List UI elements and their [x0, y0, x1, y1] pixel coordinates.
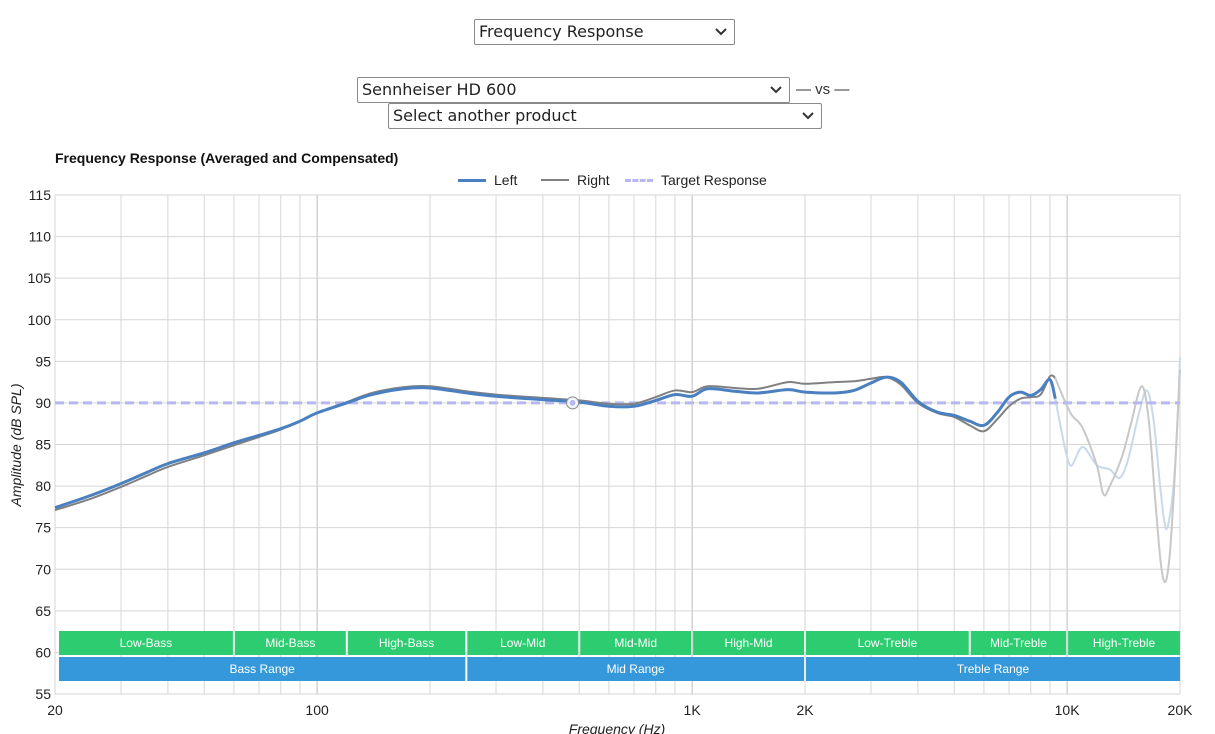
compare-product-select[interactable]: Select another product: [388, 103, 822, 129]
legend-swatch-right: [541, 179, 569, 181]
y-tick-label: 55: [35, 686, 51, 702]
vs-label: — vs —: [796, 81, 850, 98]
legend-item-target[interactable]: Target Response: [625, 172, 767, 188]
y-tick-label: 70: [35, 561, 51, 577]
y-axis-label: Amplitude (dB SPL): [8, 384, 24, 508]
sub-band: [347, 631, 466, 655]
x-tick-label: 20: [47, 702, 63, 718]
chart-lines: [54, 357, 1181, 584]
y-tick-label: 65: [35, 603, 51, 619]
sub-band-label: High-Bass: [379, 636, 434, 650]
product-select[interactable]: Sennheiser HD 600: [357, 77, 790, 103]
x-tick-label: 2K: [796, 702, 814, 718]
sub-band: [59, 631, 233, 655]
sub-band-label: High-Treble: [1093, 636, 1156, 650]
legend-label-right: Right: [577, 172, 610, 188]
range-band-label: Bass Range: [229, 662, 295, 676]
sub-band: [234, 631, 346, 655]
chart-legend: Left Right Target Response: [0, 172, 1215, 190]
chart-grid: [54, 194, 1181, 695]
y-tick-label: 85: [35, 437, 51, 453]
sub-band-label: Low-Treble: [858, 636, 918, 650]
x-tick-label: 100: [305, 702, 329, 718]
chart-axes: 55 60 65 70 75 80 85 90 95 100 105 110 115 20 100 1K 2K 1…: [28, 187, 1193, 718]
range-band-label: Mid Range: [607, 662, 665, 676]
y-tick-label: 100: [28, 312, 52, 328]
sub-band: [1068, 631, 1180, 655]
legend-item-right[interactable]: Right: [541, 172, 610, 188]
range-band: [467, 657, 804, 681]
frequency-bands: Low-Bass Mid-Bass High-Bass Low-Mid Mid-Mid H…: [59, 631, 1180, 681]
x-tick-label: 20K: [1168, 702, 1194, 718]
y-tick-label: 80: [35, 478, 51, 494]
legend-swatch-left: [458, 178, 486, 182]
x-tick-label: 10K: [1055, 702, 1081, 718]
left-channel-line: [54, 375, 1057, 510]
x-tick-label: 1K: [684, 702, 702, 718]
y-tick-label: 60: [35, 644, 51, 660]
sub-band-label: High-Mid: [725, 636, 773, 650]
sub-band-label: Low-Bass: [120, 636, 173, 650]
sub-band-label: Mid-Mid: [614, 636, 657, 650]
sub-band: [580, 631, 692, 655]
sub-band: [970, 631, 1067, 655]
legend-swatch-target: [625, 178, 653, 182]
hover-marker-dot[interactable]: [568, 398, 577, 407]
graph-type-select[interactable]: Frequency Response: [474, 19, 735, 45]
y-tick-label: 75: [35, 520, 51, 536]
range-band-label: Treble Range: [957, 662, 1030, 676]
y-tick-label: 95: [35, 353, 51, 369]
y-tick-label: 90: [35, 395, 51, 411]
x-axis-label: Frequency (Hz): [569, 721, 665, 734]
sub-band-label: Mid-Treble: [990, 636, 1047, 650]
range-band: [59, 657, 466, 681]
range-band: [806, 657, 1180, 681]
sub-band-label: Low-Mid: [500, 636, 545, 650]
sub-band: [467, 631, 579, 655]
compare-select-value: Select another product: [393, 106, 577, 125]
chart-title: Frequency Response (Averaged and Compens…: [55, 150, 399, 166]
sub-band: [806, 631, 969, 655]
graph-type-select-value: Frequency Response: [479, 22, 644, 41]
chevron-down-icon: [770, 86, 782, 94]
product-select-value: Sennheiser HD 600: [362, 80, 517, 99]
sub-band: [693, 631, 804, 655]
y-tick-label: 115: [29, 187, 52, 203]
y-tick-label: 105: [28, 270, 52, 286]
legend-label-target: Target Response: [661, 172, 767, 188]
legend-label-left: Left: [494, 172, 518, 188]
chevron-down-icon: [715, 28, 727, 36]
sub-band-label: Mid-Bass: [265, 636, 315, 650]
faded-line-right: [1054, 369, 1181, 584]
faded-line-left: [1054, 357, 1181, 530]
chevron-down-icon: [802, 112, 814, 120]
y-tick-label: 110: [29, 229, 52, 245]
legend-item-left[interactable]: Left: [458, 172, 517, 188]
